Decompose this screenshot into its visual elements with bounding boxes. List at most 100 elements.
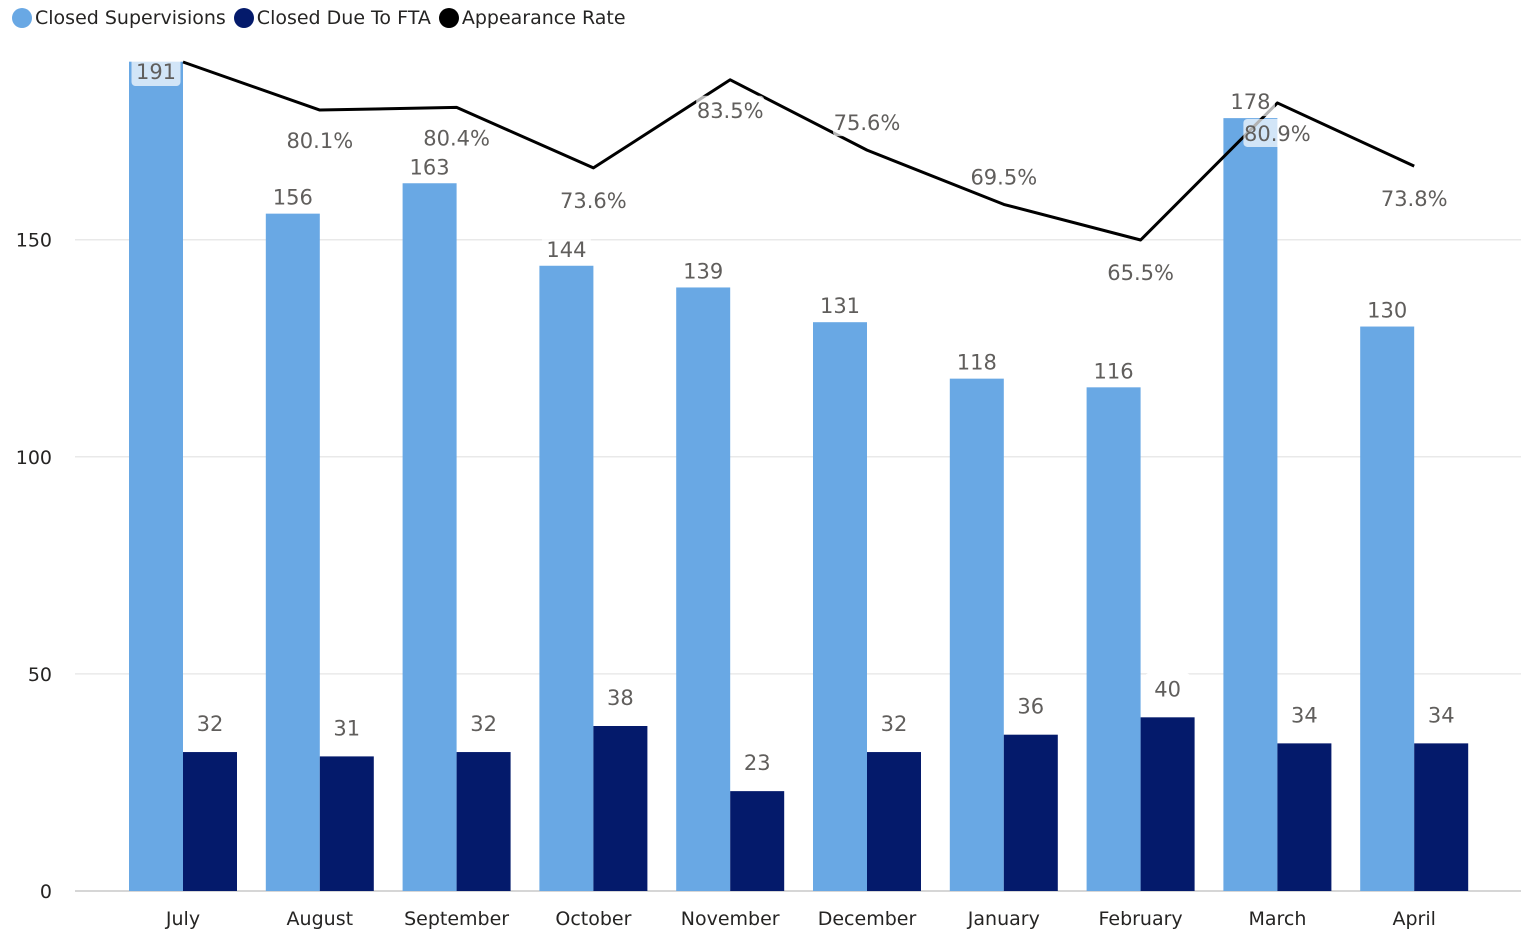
data-label-bg [952, 346, 1002, 377]
data-label-bg [541, 233, 591, 264]
bar-closed-supervisions [402, 183, 457, 891]
data-label-bg [696, 95, 765, 124]
data-label-closed-supervisions: 178 [1230, 90, 1270, 114]
x-tick-label: July [165, 908, 200, 930]
y-tick-label: 100 [16, 447, 52, 469]
bar-closed-due-to-fta [1277, 743, 1332, 891]
bar-closed-due-to-fta [593, 726, 648, 891]
data-label-bg [460, 707, 507, 740]
bar-closed-due-to-fta [730, 791, 785, 891]
data-label-bg [405, 151, 455, 182]
data-label-bg [268, 181, 318, 212]
data-label-bg [1281, 698, 1328, 731]
x-tick-label: April [1392, 908, 1435, 930]
data-label-bg [597, 681, 644, 714]
bar-closed-supervisions [129, 61, 183, 892]
data-label-closed-supervisions: 139 [683, 259, 723, 283]
x-tick-label: January [967, 908, 1040, 930]
bar-closed-supervisions [813, 322, 867, 891]
data-label-closed-supervisions: 163 [410, 155, 450, 179]
legend-item-closed-supervisions[interactable]: Closed Supervisions [12, 7, 226, 29]
data-label-closed-due-to-fta: 32 [881, 712, 908, 736]
bar-closed-supervisions [1086, 387, 1141, 891]
data-label-bg [1418, 698, 1465, 731]
data-label-closed-due-to-fta: 32 [197, 712, 224, 736]
x-tick-label: December [818, 908, 917, 930]
data-label-closed-supervisions: 130 [1367, 299, 1407, 323]
data-label-closed-due-to-fta: 40 [1154, 677, 1181, 701]
data-label-appearance-rate: 69.5% [970, 165, 1037, 189]
data-label-bg [734, 746, 781, 779]
bar-closed-supervisions [1223, 118, 1278, 891]
data-label-bg [871, 707, 917, 740]
data-label-bg [422, 123, 491, 152]
x-tick-label: October [555, 908, 631, 930]
data-label-appearance-rate: 75.6% [834, 111, 901, 135]
data-label-bg [815, 290, 865, 321]
x-tick-label: March [1248, 908, 1306, 930]
data-label-bg [559, 185, 628, 214]
data-label-bg [833, 108, 901, 137]
data-label-bg [187, 707, 233, 740]
data-label-appearance-rate: 80.9% [1244, 122, 1311, 146]
data-label-closed-due-to-fta: 23 [744, 751, 771, 775]
y-tick-label: 150 [16, 230, 52, 252]
data-label-closed-due-to-fta: 36 [1017, 695, 1044, 719]
bar-closed-due-to-fta [456, 752, 511, 891]
bar-closed-due-to-fta [1140, 717, 1195, 891]
data-label-closed-supervisions: 118 [957, 351, 997, 375]
data-label-closed-due-to-fta: 34 [1428, 703, 1455, 727]
bar-closed-supervisions [539, 265, 594, 891]
data-label-bg [1380, 184, 1449, 213]
data-label-bg [1106, 258, 1175, 286]
bar-closed-supervisions [1360, 326, 1415, 891]
bar-closed-due-to-fta [867, 752, 921, 891]
data-label-bg [285, 126, 354, 155]
line-appearance-rate [182, 60, 1415, 242]
legend-swatch-closed-supervisions [12, 8, 32, 28]
data-label-closed-due-to-fta: 38 [607, 686, 634, 710]
bar-closed-supervisions [265, 213, 320, 891]
y-tick-label: 50 [28, 664, 52, 686]
legend-label-appearance-rate: Appearance Rate [461, 7, 626, 29]
data-label-closed-supervisions: 156 [273, 186, 313, 210]
data-label-bg [1144, 672, 1191, 705]
data-label-bg [1089, 355, 1139, 386]
x-tick-label: November [681, 908, 780, 930]
data-label-appearance-rate: 80.4% [423, 126, 490, 150]
data-label-appearance-rate: 65.5% [1107, 261, 1174, 285]
legend-swatch-appearance-rate [438, 8, 459, 28]
x-tick-label: February [1098, 908, 1182, 930]
legend-item-closed-due-to-fta[interactable]: Closed Due To FTA [233, 7, 431, 29]
data-label-bg [969, 162, 1038, 191]
data-label-bg [678, 255, 728, 286]
data-label-appearance-rate: 73.8% [1381, 187, 1448, 211]
legend-label-closed-supervisions: Closed Supervisions [35, 7, 226, 29]
legend-item-appearance-rate[interactable]: Appearance Rate [438, 7, 626, 29]
data-label-bg [131, 56, 181, 86]
data-label-bg [1243, 118, 1312, 147]
x-tick-label: August [287, 908, 354, 930]
bar-closed-supervisions [949, 378, 1004, 891]
data-label-bg [323, 711, 370, 744]
chart-legend: Closed Supervisions Closed Due To FTA Ap… [12, 4, 626, 32]
data-label-closed-supervisions: 144 [546, 238, 586, 262]
data-label-appearance-rate: 80.1% [286, 129, 353, 153]
data-label-appearance-rate: 73.6% [560, 189, 627, 213]
data-label-closed-supervisions: 131 [820, 294, 860, 318]
data-label-bg [1007, 689, 1054, 722]
data-label-appearance-rate: 83.5% [697, 99, 764, 123]
bar-closed-due-to-fta [183, 752, 237, 891]
data-label-closed-due-to-fta: 31 [333, 716, 360, 740]
data-label-closed-due-to-fta: 34 [1291, 703, 1318, 727]
legend-label-closed-due-to-fta: Closed Due To FTA [256, 7, 431, 29]
legend-swatch-closed-due-to-fta [233, 8, 254, 28]
data-label-closed-supervisions: 191 [136, 60, 176, 84]
bar-closed-due-to-fta [1414, 743, 1469, 891]
bar-closed-due-to-fta [319, 756, 374, 891]
data-label-bg [1362, 294, 1412, 325]
data-label-closed-due-to-fta: 32 [470, 712, 497, 736]
bar-closed-due-to-fta [1003, 734, 1058, 891]
x-tick-label: September [404, 908, 509, 930]
